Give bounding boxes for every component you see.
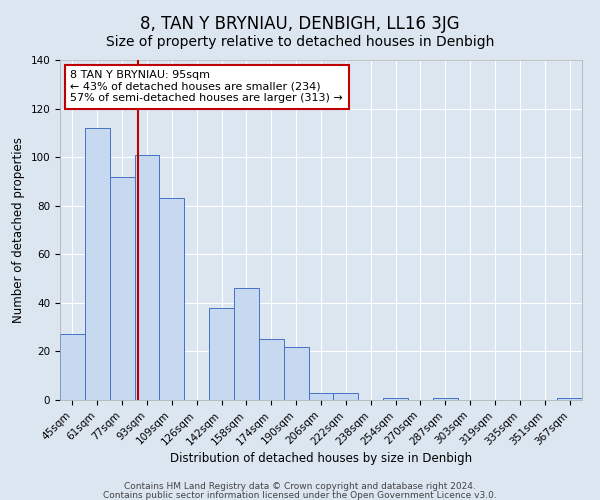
Bar [160,198,184,400]
Bar [557,398,582,400]
X-axis label: Distribution of detached houses by size in Denbigh: Distribution of detached houses by size … [170,452,472,465]
Text: Contains HM Land Registry data © Crown copyright and database right 2024.: Contains HM Land Registry data © Crown c… [124,482,476,491]
Bar [60,334,85,400]
Bar [110,176,134,400]
Bar [85,128,110,400]
Bar [383,398,408,400]
Text: 8, TAN Y BRYNIAU, DENBIGH, LL16 3JG: 8, TAN Y BRYNIAU, DENBIGH, LL16 3JG [140,15,460,33]
Bar [433,398,458,400]
Text: Contains public sector information licensed under the Open Government Licence v3: Contains public sector information licen… [103,490,497,500]
Bar [209,308,234,400]
Bar [334,392,358,400]
Bar [234,288,259,400]
Text: Size of property relative to detached houses in Denbigh: Size of property relative to detached ho… [106,35,494,49]
Bar [284,346,308,400]
Bar [308,392,334,400]
Text: 8 TAN Y BRYNIAU: 95sqm
← 43% of detached houses are smaller (234)
57% of semi-de: 8 TAN Y BRYNIAU: 95sqm ← 43% of detached… [70,70,343,103]
Bar [134,154,160,400]
Y-axis label: Number of detached properties: Number of detached properties [12,137,25,323]
Bar [259,340,284,400]
